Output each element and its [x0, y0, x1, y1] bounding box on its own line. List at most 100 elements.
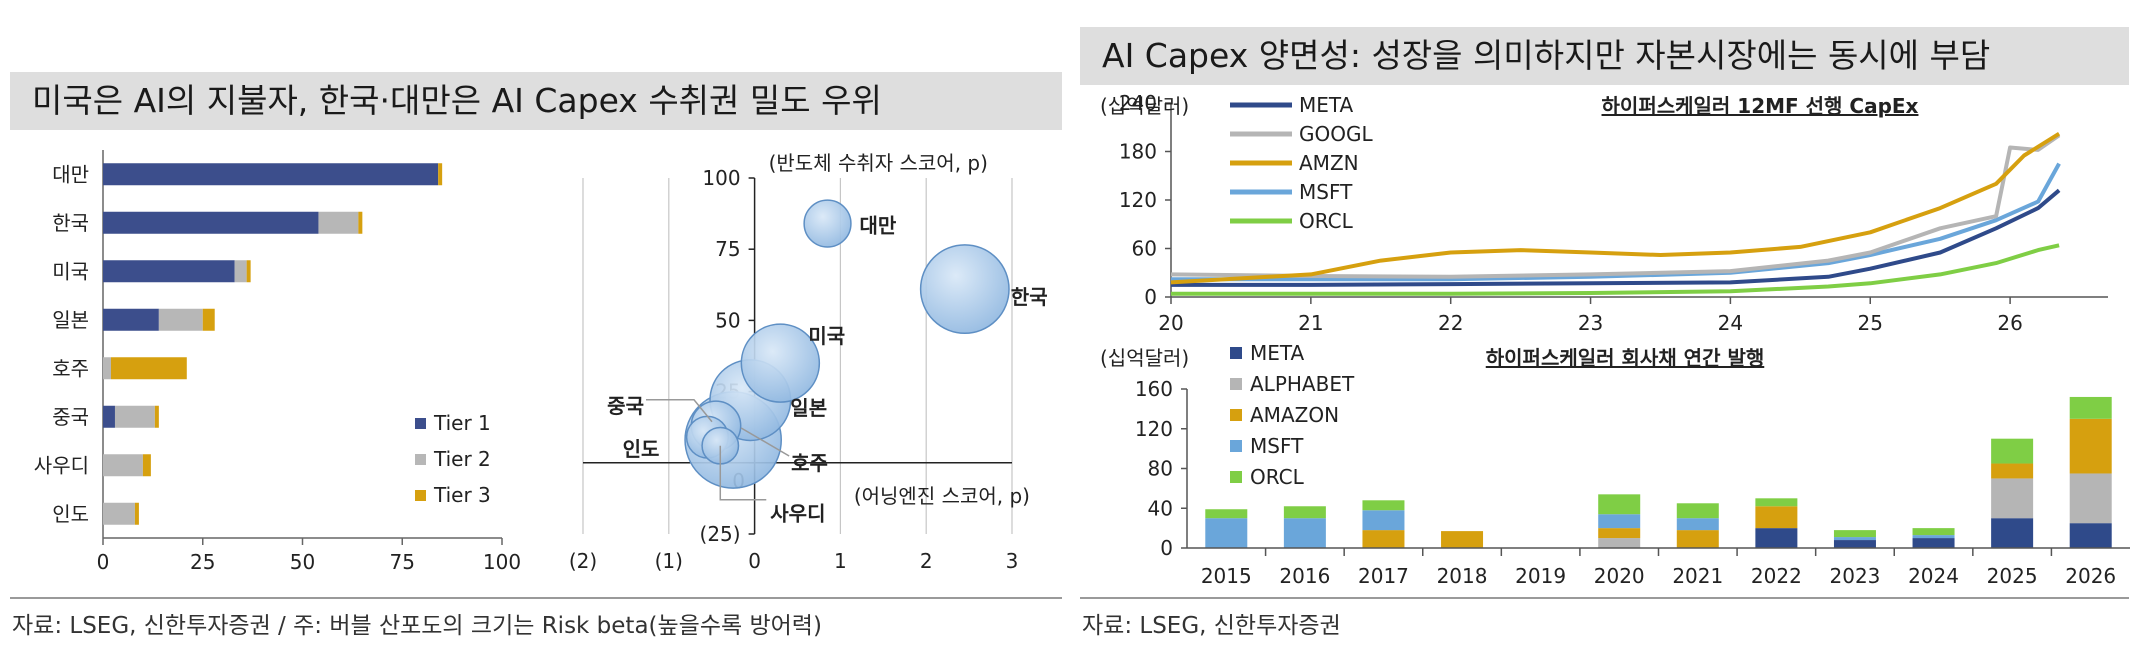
vbar-bar-segment: [2069, 418, 2112, 474]
hbar-category-label: 인도: [52, 502, 89, 526]
vbar-legend-label: AMAZON: [1250, 403, 1339, 427]
vbar-bar-segment: [1912, 528, 1955, 536]
vbar-legend-swatch: [1230, 347, 1242, 359]
hbar-x-tick-label: 75: [390, 550, 415, 574]
vbar-x-tick-label: 2017: [1358, 564, 1409, 588]
left-panel: 미국은 AI의 지불자, 한국·대만은 AI Capex 수취권 밀도 우위 대…: [10, 72, 1062, 639]
vbar-bar-segment: [1755, 498, 1798, 507]
hbar-x-tick-label: 0: [97, 550, 110, 574]
hbar-bar-segment: [158, 308, 203, 331]
line-series-meta: [1171, 188, 2061, 287]
line-y-unit-label: (십억달러): [1100, 94, 1189, 118]
right-panel: AI Capex 양면성: 성장을 의미하지만 자본시장에는 동시에 부담 0 6…: [1070, 0, 2139, 656]
hbar-bar-segment: [103, 163, 439, 186]
hbar-category-label: 사우디: [34, 453, 89, 477]
vbar-y-tick-label: 0: [1160, 536, 1173, 560]
line-y-tick-label: 180: [1119, 140, 1157, 164]
vbar-legend-swatch: [1230, 440, 1242, 452]
vbar-bar-segment: [1362, 500, 1405, 511]
line-series-amzn: [1170, 132, 2061, 285]
hbar-bar-segment: [246, 260, 251, 283]
vbar-bar-segment: [1362, 530, 1405, 548]
hbar-legend-swatch: [415, 490, 426, 501]
vbar-bar-segment: [2069, 473, 2112, 524]
line-x-tick-label: 26: [1997, 311, 2022, 335]
hbar-bar-segment: [142, 454, 151, 477]
vbar-y-tick-label: 120: [1135, 417, 1173, 441]
hbar-bar-segment: [154, 405, 159, 428]
bubble-point: [740, 323, 821, 403]
bubble-point-label: 일본: [790, 396, 827, 420]
vbar-bar-segment: [1598, 528, 1641, 539]
vbar-bar-segment: [1283, 506, 1326, 519]
vbar-x-tick-label: 2020: [1594, 564, 1645, 588]
vbar-legend-swatch: [1230, 471, 1242, 483]
vbar-bar-segment: [1598, 538, 1641, 548]
vbar-bar-segment: [1205, 509, 1248, 519]
vbar-legend-swatch: [1230, 409, 1242, 421]
bubble-y-tick-label: 75: [715, 237, 740, 261]
hbar-bar-segment: [103, 308, 159, 331]
vbar-bar-segment: [1833, 537, 1876, 541]
hbar-legend-label: Tier 3: [433, 483, 491, 507]
line-y-tick-label: 0: [1144, 285, 1157, 309]
hbar-category-label: 한국: [52, 211, 89, 235]
left-source-rule: [10, 597, 1062, 599]
vbar-bar-segment: [1676, 503, 1719, 519]
vbar-bar-segment: [1676, 530, 1719, 548]
vbar-legend-label: MSFT: [1250, 434, 1304, 458]
bubble-point-label: 호주: [791, 451, 828, 475]
vbar-bar-segment: [1991, 518, 2034, 548]
hbar-bar-segment: [114, 405, 155, 428]
hbar-x-tick-label: 50: [290, 550, 315, 574]
vbar-x-tick-label: 2022: [1751, 564, 1802, 588]
bubble-y-tick-label: 100: [702, 166, 740, 190]
bubble-x-tick-label: 3: [1006, 549, 1019, 573]
bubble-x-tick-label: 1: [834, 549, 847, 573]
hbar-category-label: 일본: [52, 308, 89, 332]
vbar-chart-title: 하이퍼스케일러 회사채 연간 발행: [1486, 346, 1765, 370]
line-legend-label: GOOGL: [1299, 122, 1373, 146]
hbar-bar-segment: [110, 357, 187, 380]
line-chart-title: 하이퍼스케일러 12MF 선행 CapEx: [1602, 94, 1919, 118]
line-y-tick-label: 60: [1132, 237, 1157, 261]
right-source-rule: [1080, 597, 2129, 599]
bubble-point-label: 인도: [623, 437, 660, 461]
bubble-point: [803, 199, 852, 248]
bubble-x-tick-label: 2: [920, 549, 933, 573]
vbar-bar-segment: [1991, 478, 2034, 519]
vbar-bar-segment: [1755, 506, 1798, 529]
left-source-note: 자료: LSEG, 신한투자증권 / 주: 버블 산포도의 크기는 Risk b…: [12, 613, 822, 639]
vbar-x-tick-label: 2024: [1908, 564, 1959, 588]
vbar-bar-segment: [1598, 494, 1641, 515]
hbar-category-label: 호주: [52, 356, 89, 380]
bubble-y-axis-title: (반도체 수취자 스코어, p): [769, 151, 988, 175]
line-x-tick-label: 25: [1858, 311, 1883, 335]
hbar-x-tick-label: 100: [483, 550, 521, 574]
bubble-leader-line: [645, 399, 713, 423]
line-legend-label: ORCL: [1299, 209, 1354, 233]
hbar-category-label: 중국: [52, 405, 89, 429]
vbar-bar-segment: [1833, 540, 1876, 548]
hbar-bar-segment: [103, 357, 111, 380]
bubble-point-label: 한국: [1011, 285, 1048, 309]
vbar-bar-segment: [1362, 510, 1405, 531]
vbar-y-tick-label: 40: [1148, 496, 1173, 520]
vbar-x-tick-label: 2016: [1279, 564, 1330, 588]
vbar-x-tick-label: 2026: [2065, 564, 2116, 588]
vbar-x-tick-label: 2018: [1437, 564, 1488, 588]
hbar-bar-segment: [103, 260, 235, 283]
vbar-bar-segment: [1912, 538, 1955, 548]
hbar-bar-segment: [438, 163, 443, 186]
hbar-legend-label: Tier 1: [433, 411, 491, 435]
hbar-bar-segment: [234, 260, 247, 283]
left-panel-title: 미국은 AI의 지불자, 한국·대만은 AI Capex 수취권 밀도 우위: [10, 72, 1062, 130]
vbar-bar-segment: [1205, 518, 1248, 548]
line-x-tick-label: 23: [1578, 311, 1603, 335]
bubble-point-label: 대만: [860, 214, 897, 238]
vbar-legend-label: ORCL: [1250, 465, 1305, 489]
hbar-category-label: 대만: [52, 162, 89, 186]
vbar-y-unit-label: (십억달러): [1100, 346, 1189, 370]
vbar-bar-segment: [1676, 518, 1719, 531]
